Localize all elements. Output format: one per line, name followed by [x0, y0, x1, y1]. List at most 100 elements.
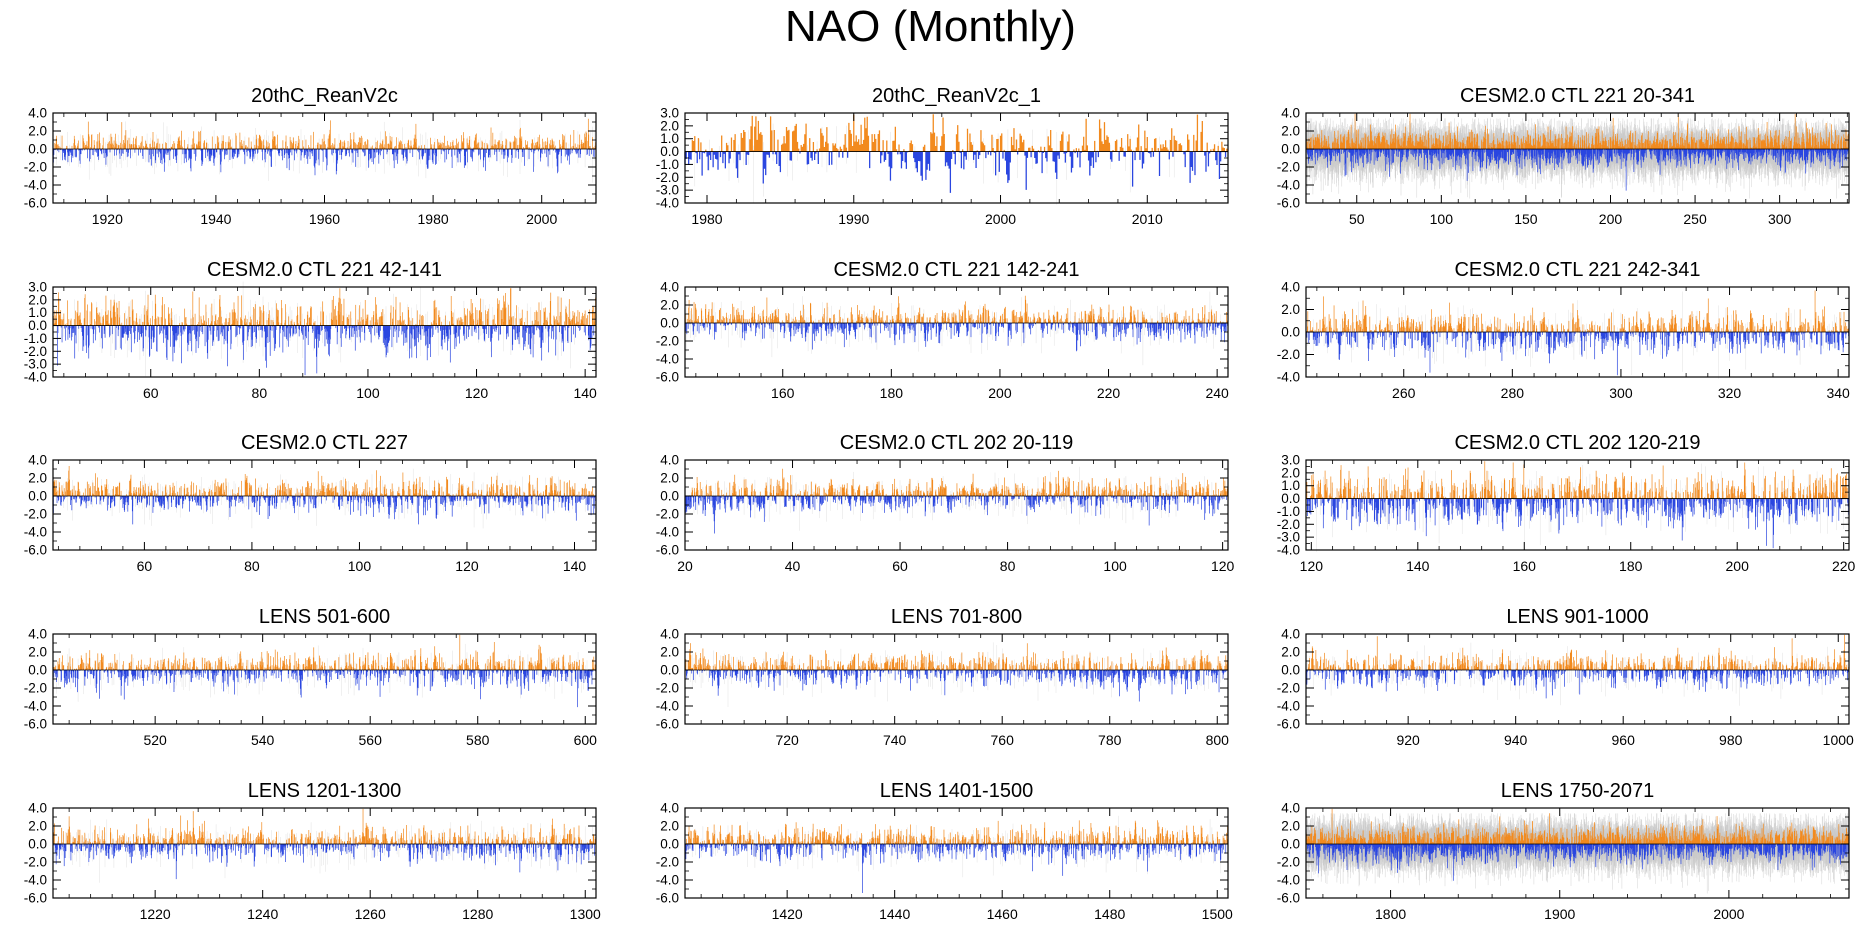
- x-tick-label: 1980: [418, 211, 449, 227]
- positive-bars: [1305, 290, 1849, 332]
- y-tick-label: -4.0: [1277, 178, 1300, 193]
- x-tick-label: 1980: [691, 211, 722, 227]
- x-tick-label: 2000: [985, 211, 1016, 227]
- axis-ticks: 3.02.01.00.0-1.0-2.0-3.0-4.0 60 80 100 120 14…: [24, 280, 597, 402]
- y-tick-label: -2.0: [1277, 160, 1300, 175]
- axis-ticks: 4.0 2.0 0.0 -2.0 -4.0 -6.0 160 180 200 220 240: [656, 280, 1229, 402]
- panel-title: CESM2.0 CTL 221 142-241: [833, 259, 1080, 281]
- y-tick-label: 0.0: [28, 142, 47, 157]
- positive-bars: [52, 288, 596, 326]
- x-tick-label: 60: [143, 385, 159, 401]
- y-tick-label: 3.0: [28, 280, 47, 295]
- spread-band: [686, 291, 1222, 366]
- plot-frame: [52, 112, 597, 204]
- plot-frame: [684, 112, 1229, 204]
- negative-bars: [684, 151, 1227, 193]
- plot-frame: [52, 286, 597, 378]
- y-tick-label: -6.0: [656, 370, 679, 385]
- figure-title: NAO (Monthly): [785, 2, 1076, 51]
- axis-ticks: 3.02.01.00.0-1.0-2.0-3.0-4.0 1980 1990 2000…: [656, 106, 1228, 227]
- x-tick-label: 100: [1430, 211, 1454, 227]
- y-tick-label: 0.0: [1281, 325, 1300, 340]
- y-tick-label: 2.0: [28, 124, 47, 139]
- axis-ticks: 4.0 2.0 0.0 -2.0 -4.0 260 280 300 320 340: [1277, 280, 1850, 402]
- y-tick-label: -4.0: [656, 196, 679, 211]
- y-tick-label: -4.0: [24, 370, 47, 385]
- y-tick-label: -2.0: [656, 334, 679, 349]
- x-tick-label: 140: [573, 385, 597, 401]
- y-tick-label: 0.0: [660, 144, 679, 159]
- y-tick-label: -2.0: [656, 170, 679, 185]
- x-tick-label: 200: [1599, 211, 1623, 227]
- y-tick-label: -2.0: [24, 160, 47, 175]
- panel-title: 20thC_ReanV2c: [251, 85, 398, 107]
- x-tick-label: 1990: [838, 211, 869, 227]
- y-tick-label: 2.0: [660, 118, 679, 133]
- panel-title: 20thC_ReanV2c_1: [871, 85, 1041, 107]
- x-tick-label: 200: [988, 385, 1012, 401]
- panel-title: CESM2.0 CTL 221 20-341: [1460, 85, 1695, 107]
- x-tick-label: 50: [1349, 211, 1365, 227]
- x-tick-label: 300: [1768, 211, 1792, 227]
- x-tick-label: 280: [1501, 385, 1525, 401]
- x-tick-label: 220: [1097, 385, 1121, 401]
- negative-bars: [52, 149, 595, 176]
- panel-plot: 4.0 2.0 0.0 -2.0 -4.0 -6.0 1920 1940 1960 1980 200…: [24, 106, 597, 227]
- y-tick-label: -2.0: [24, 344, 47, 359]
- panel-title: CESM2.0 CTL 221 242-341: [1454, 259, 1701, 281]
- y-tick-label: 0.0: [1281, 142, 1300, 157]
- y-tick-label: -6.0: [1277, 196, 1300, 211]
- x-tick-label: 340: [1826, 385, 1850, 401]
- plot-frame: [1305, 112, 1850, 204]
- positive-bars: [686, 114, 1228, 152]
- x-tick-label: 80: [252, 385, 268, 401]
- y-tick-label: -4.0: [656, 352, 679, 367]
- y-tick-label: 4.0: [28, 106, 47, 121]
- y-tick-label: -4.0: [1277, 370, 1300, 385]
- x-tick-label: 2010: [1132, 211, 1163, 227]
- panel-plot: 4.0 2.0 0.0 -2.0 -4.0 -6.0 160 180 200 220 240: [656, 280, 1229, 402]
- y-tick-label: 1.0: [28, 305, 47, 320]
- y-tick-label: 2.0: [28, 292, 47, 307]
- y-tick-label: 2.0: [1281, 302, 1300, 317]
- x-tick-label: 120: [465, 385, 489, 401]
- y-tick-label: -3.0: [24, 357, 47, 372]
- x-tick-label: 1960: [309, 211, 340, 227]
- negative-bars: [684, 323, 1228, 352]
- y-tick-label: -1.0: [24, 331, 47, 346]
- y-tick-label: 0.0: [28, 318, 47, 333]
- x-tick-label: 1920: [92, 211, 123, 227]
- axis-ticks: 4.0 2.0 0.0 -2.0 -4.0 -6.0 1920 1940 1960 1980 200…: [24, 106, 596, 227]
- spread-band: [56, 120, 595, 183]
- panel-title: CESM2.0 CTL 221 42-141: [207, 259, 442, 281]
- y-tick-label: -4.0: [24, 178, 47, 193]
- y-tick-label: -1.0: [656, 157, 679, 172]
- y-tick-label: 4.0: [1281, 106, 1300, 121]
- x-tick-label: 260: [1392, 385, 1416, 401]
- x-tick-label: 2000: [526, 211, 557, 227]
- y-tick-label: 2.0: [660, 298, 679, 313]
- plot-frame: [684, 286, 1229, 378]
- y-tick-label: 2.0: [1281, 124, 1300, 139]
- x-tick-label: 240: [1205, 385, 1229, 401]
- x-tick-label: 1940: [200, 211, 231, 227]
- x-tick-label: 160: [771, 385, 795, 401]
- positive-bars: [54, 118, 596, 149]
- y-tick-label: -6.0: [24, 196, 47, 211]
- x-tick-label: 150: [1514, 211, 1538, 227]
- y-tick-label: -3.0: [656, 183, 679, 198]
- y-tick-label: 4.0: [1281, 280, 1300, 295]
- y-tick-label: 3.0: [660, 106, 679, 121]
- x-tick-label: 100: [356, 385, 380, 401]
- panel-plot: 3.02.01.00.0-1.0-2.0-3.0-4.0 1980 1990 2000…: [656, 106, 1229, 227]
- x-tick-label: 320: [1718, 385, 1742, 401]
- y-tick-label: -2.0: [1277, 347, 1300, 362]
- panel-plot: 4.0 2.0 0.0 -2.0 -4.0 -6.0 50 100 150 200 250 300: [1277, 106, 1850, 227]
- y-tick-label: 1.0: [660, 131, 679, 146]
- y-tick-label: 4.0: [660, 280, 679, 295]
- x-tick-label: 300: [1609, 385, 1633, 401]
- x-tick-label: 180: [880, 385, 904, 401]
- panel-plot: 4.0 2.0 0.0 -2.0 -4.0 260 280 300 320 340: [1277, 280, 1850, 402]
- negative-bars: [57, 325, 595, 376]
